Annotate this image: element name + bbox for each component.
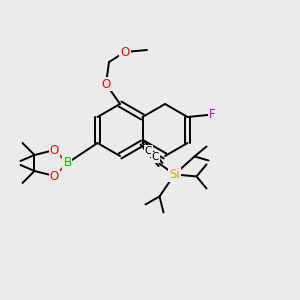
Text: O: O	[50, 169, 59, 182]
Text: C: C	[152, 152, 159, 162]
Text: C: C	[145, 146, 152, 156]
Text: O: O	[101, 77, 111, 91]
Text: F: F	[209, 109, 216, 122]
Text: B: B	[63, 157, 71, 169]
Text: Si: Si	[169, 168, 180, 181]
Text: O: O	[50, 143, 59, 157]
Text: O: O	[120, 46, 130, 59]
